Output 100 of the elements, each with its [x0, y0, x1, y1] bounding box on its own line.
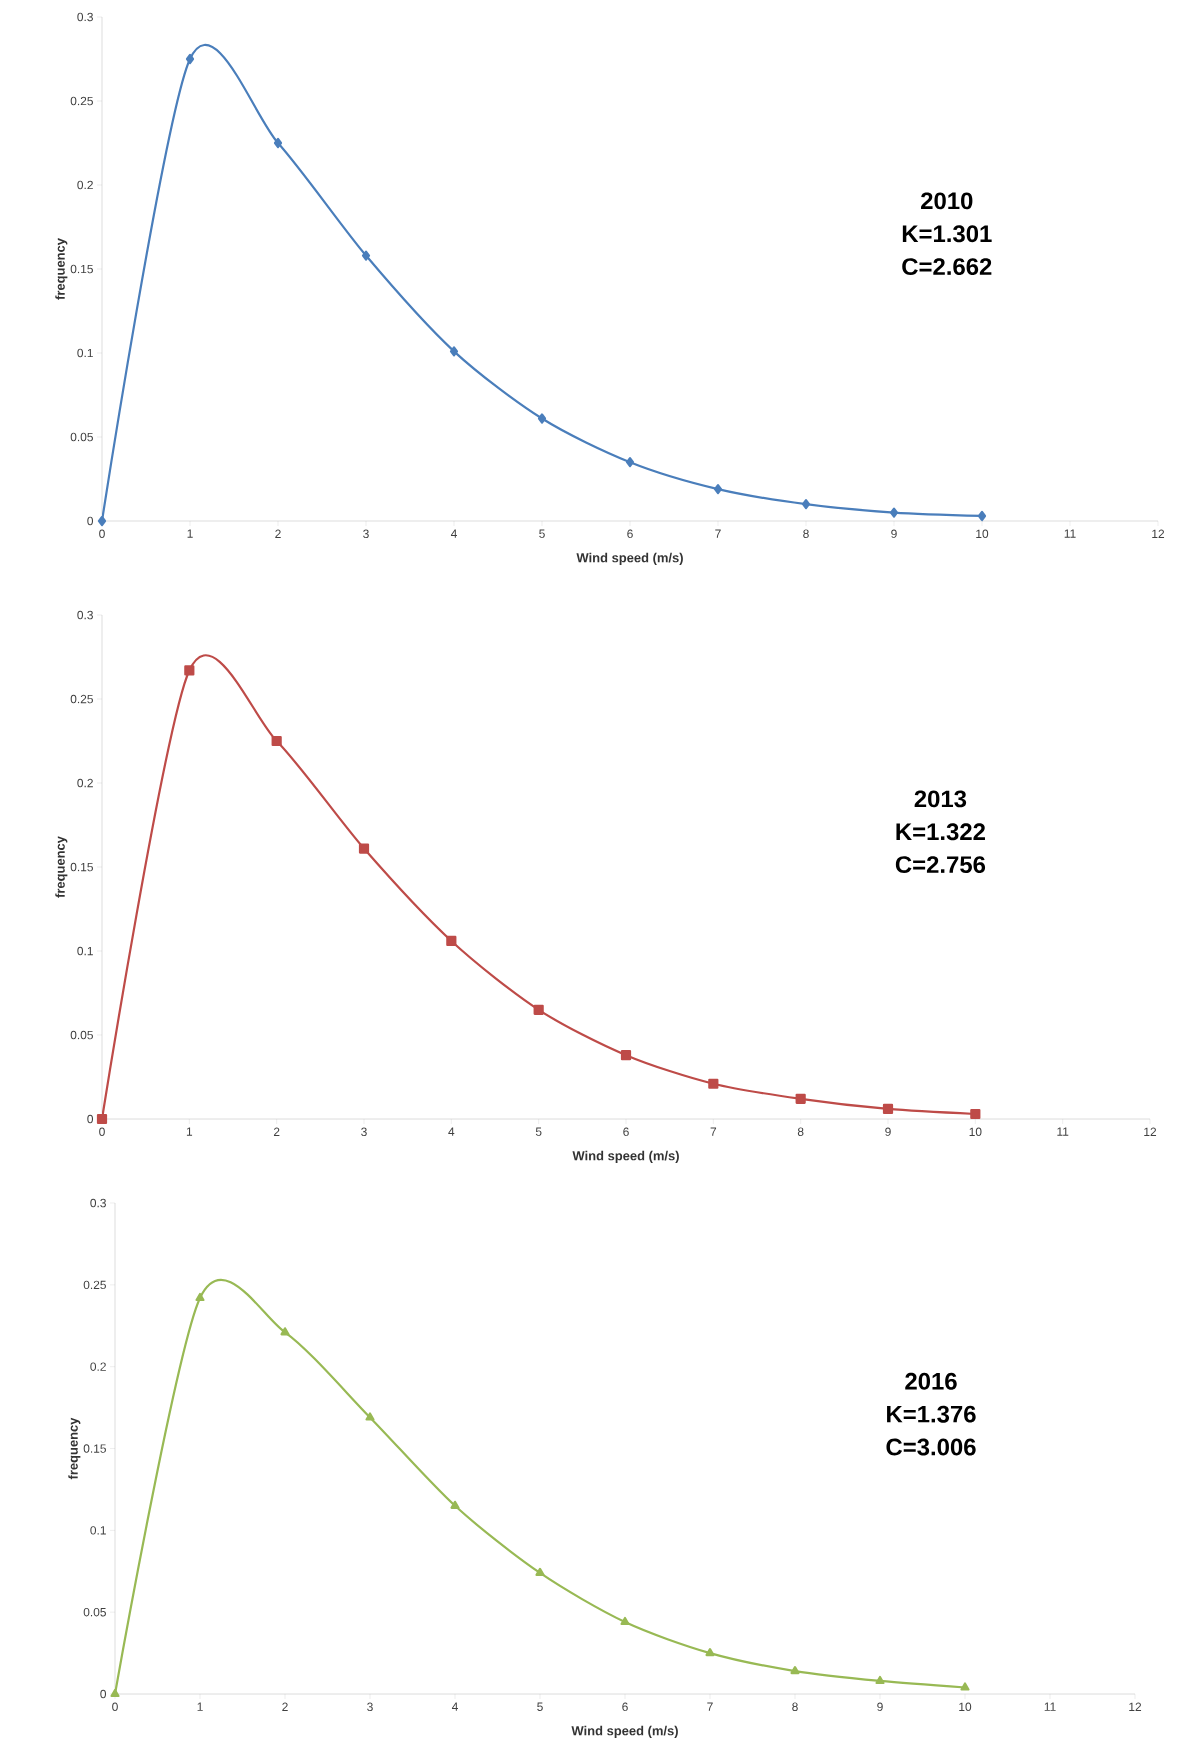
point [185, 53, 195, 65]
x-tick-label: 6 [622, 1702, 628, 1711]
point [795, 1093, 806, 1104]
y-axis-title: frequency [68, 1417, 81, 1480]
annotation: K=1.376 [887, 1405, 976, 1423]
y-tick-label: 0.05 [70, 1030, 93, 1040]
y-tick-label: 0.15 [70, 264, 93, 274]
x-tick-label: 2 [273, 1127, 280, 1136]
y-tick-label: 0.1 [90, 1526, 106, 1535]
point [537, 413, 547, 424]
point [977, 510, 987, 522]
annotation: 2010 [921, 192, 973, 210]
y-tick-label: 0.15 [70, 862, 93, 872]
point [535, 1567, 545, 1577]
y-tick-label: 0.1 [77, 348, 93, 358]
point [882, 1103, 894, 1115]
y-tick-label: 0.2 [77, 180, 93, 190]
x-tick-label: 1 [187, 529, 193, 538]
y-axis-title: frequency [55, 238, 68, 300]
x-tick-label: 2 [282, 1702, 288, 1711]
x-tick-label: 11 [1057, 1127, 1069, 1136]
y-tick-label: 0.25 [83, 1280, 106, 1290]
point [184, 665, 195, 676]
x-tick-label: 12 [1152, 529, 1165, 538]
point [620, 1050, 632, 1061]
point [713, 483, 723, 495]
point [960, 1682, 970, 1691]
point [280, 1327, 290, 1336]
y-tick-label: 0.2 [90, 1362, 106, 1371]
x-tick-label: 12 [1144, 1127, 1157, 1136]
x-tick-label: 4 [450, 529, 457, 538]
x-tick-label: 5 [537, 1702, 543, 1711]
y-tick-label: 0.2 [77, 778, 93, 788]
annotation: C=3.006 [886, 1438, 976, 1456]
point [365, 1412, 375, 1421]
point [195, 1292, 205, 1302]
y-tick-label: 0.25 [70, 96, 93, 106]
point [889, 507, 899, 518]
x-tick-label: 11 [1044, 1702, 1056, 1711]
x-tick-label: 11 [1064, 529, 1076, 538]
x-tick-label: 4 [451, 1702, 458, 1711]
y-tick-label: 0.05 [70, 432, 93, 442]
x-tick-label: 5 [535, 1127, 542, 1136]
point [446, 935, 457, 947]
point [358, 843, 370, 854]
x-tick-label: 7 [710, 1127, 717, 1136]
annotation: C=2.756 [895, 856, 986, 874]
annotation: K=1.322 [896, 823, 985, 841]
point [620, 1616, 630, 1626]
annotation: 2013 [914, 790, 967, 808]
point [801, 499, 811, 510]
x-tick-label: 7 [707, 1702, 713, 1711]
x-tick-label: 0 [112, 1702, 118, 1711]
x-tick-label: 12 [1129, 1702, 1142, 1711]
y-tick-label: 0.15 [83, 1444, 106, 1453]
y-tick-label: 0 [100, 1689, 107, 1699]
point [271, 735, 282, 747]
annotation: C=2.662 [902, 258, 992, 276]
x-tick-label: 8 [803, 529, 809, 538]
x-tick-label: 6 [623, 1127, 629, 1136]
x-axis-title: Wind speed (m/s) [576, 552, 683, 565]
x-tick-label: 9 [885, 1127, 891, 1136]
y-tick-label: 0.25 [70, 694, 93, 704]
point [708, 1078, 719, 1089]
point [96, 1113, 108, 1125]
x-tick-label: 3 [367, 1702, 373, 1711]
point [790, 1666, 800, 1675]
x-axis-title: Wind speed (m/s) [571, 1725, 678, 1738]
y-axis-title: frequency [55, 836, 68, 898]
y-tick-label: 0.05 [83, 1607, 106, 1617]
x-tick-label: 10 [976, 529, 989, 538]
point [449, 346, 459, 357]
x-axis-title: Wind speed (m/s) [572, 1150, 679, 1163]
x-tick-label: 5 [539, 529, 545, 538]
x-tick-label: 9 [877, 1702, 883, 1711]
point [97, 515, 107, 527]
x-tick-label: 10 [969, 1127, 982, 1136]
x-tick-label: 1 [197, 1702, 203, 1711]
point [273, 137, 283, 149]
annotation: K=1.301 [902, 225, 992, 243]
y-tick-label: 0.3 [77, 610, 93, 620]
x-tick-label: 3 [361, 1127, 367, 1136]
x-tick-label: 1 [186, 1127, 193, 1136]
point [450, 1500, 460, 1509]
x-tick-label: 9 [891, 529, 897, 538]
y-tick-label: 0 [87, 516, 94, 526]
x-tick-label: 8 [797, 1127, 804, 1136]
point [533, 1004, 544, 1015]
point [110, 1688, 120, 1698]
point [361, 250, 371, 261]
y-tick-label: 0.1 [77, 946, 93, 956]
x-tick-label: 4 [448, 1127, 455, 1136]
x-tick-label: 7 [715, 529, 721, 538]
annotation: 2016 [905, 1372, 957, 1390]
point [625, 457, 635, 468]
point [875, 1675, 885, 1685]
y-tick-label: 0 [87, 1114, 94, 1124]
x-tick-label: 8 [792, 1702, 798, 1711]
x-tick-label: 3 [363, 529, 369, 538]
x-tick-label: 6 [627, 529, 633, 538]
